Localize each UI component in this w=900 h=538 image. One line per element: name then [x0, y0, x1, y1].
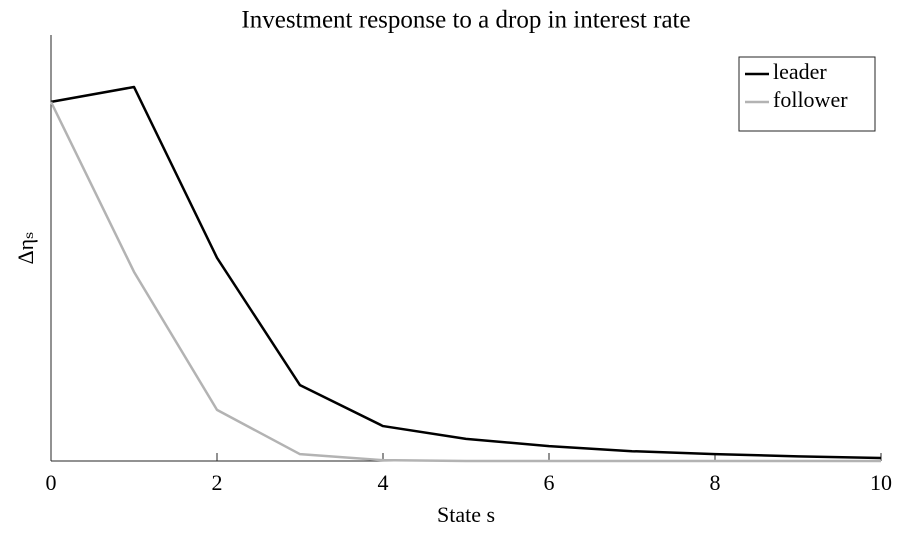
x-tick-label: 8 [710, 470, 721, 495]
x-tick-label: 4 [378, 470, 389, 495]
legend-label: follower [773, 87, 848, 112]
legend-box [738, 56, 876, 132]
x-tick-label: 2 [212, 470, 223, 495]
y-axis-label: Δηₛ [13, 231, 38, 264]
x-tick-label: 10 [870, 470, 892, 495]
x-axis-label: State s [437, 502, 495, 527]
chart-title: Investment response to a drop in interes… [241, 7, 690, 34]
legend-label: leader [773, 59, 827, 84]
line-series [50, 85, 882, 460]
x-tick-label: 0 [46, 470, 57, 495]
line-series [49, 101, 881, 463]
x-tick-label: 6 [544, 470, 555, 495]
